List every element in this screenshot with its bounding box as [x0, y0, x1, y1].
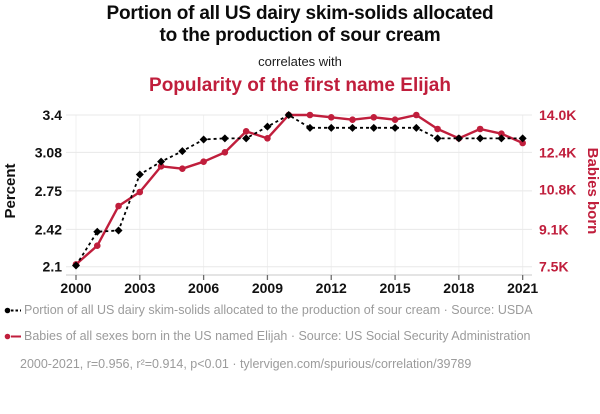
- right-y-tick-label: 10.8K: [539, 182, 576, 198]
- series-line-skim-solids: [75, 114, 523, 267]
- x-tick-label: 2009: [252, 280, 283, 296]
- red-solid-series-marker-icon: [4, 333, 21, 340]
- data-point-circle: [242, 128, 250, 135]
- correlates-with-text: correlates with: [258, 54, 342, 69]
- data-point-diamond: [263, 122, 272, 131]
- chart-title-line2: to the production of sour cream: [159, 25, 441, 46]
- legend-label-skim-solids: Portion of all US dairy skim-solids allo…: [24, 303, 533, 317]
- x-tick-label: 2012: [316, 280, 347, 296]
- data-point-diamond: [114, 226, 123, 235]
- data-point-diamond: [348, 123, 357, 132]
- chart-subtitle: Popularity of the first name Elijah: [149, 75, 451, 96]
- data-point-circle: [157, 163, 165, 170]
- data-point-diamond: [369, 123, 378, 132]
- left-y-tick-label: 2.1: [43, 259, 63, 275]
- data-point-diamond: [327, 123, 336, 132]
- data-point-diamond: [220, 134, 229, 143]
- data-point-diamond: [93, 227, 102, 236]
- right-y-tick-label: 12.4K: [539, 144, 576, 160]
- legend-item-elijah: Babies of all sexes born in the US named…: [4, 329, 584, 344]
- left-y-tick-label: 3.08: [35, 144, 62, 160]
- series-line-elijah: [75, 113, 524, 266]
- black-dashed-series-marker-icon: [4, 307, 21, 314]
- left-y-tick-label: 2.42: [35, 221, 62, 237]
- chart-header: Portion of all US dairy skim-solids allo…: [0, 3, 600, 97]
- legend-item-skim-solids: Portion of all US dairy skim-solids allo…: [4, 303, 584, 318]
- data-point-diamond: [157, 157, 166, 166]
- x-tick-label: 2015: [379, 280, 410, 296]
- data-point-diamond: [242, 134, 251, 143]
- data-point-diamond: [391, 123, 400, 132]
- chart-title-line1: Portion of all US dairy skim-solids allo…: [106, 3, 494, 24]
- right-axis-title: Babies born: [584, 148, 600, 235]
- chart-title: Portion of all US dairy skim-solids allo…: [0, 3, 600, 47]
- left-axis-title: Percent: [2, 163, 19, 218]
- data-point-diamond: [497, 134, 506, 143]
- x-tick-label: 2000: [60, 280, 91, 296]
- right-y-tick-label: 7.5K: [539, 259, 569, 275]
- data-point-circle: [434, 125, 441, 133]
- data-point-circle: [200, 158, 207, 165]
- data-point-diamond: [199, 135, 208, 144]
- legend-label-elijah: Babies of all sexes born in the US named…: [24, 329, 531, 343]
- data-point-circle: [370, 114, 378, 121]
- x-tick-label: 2006: [188, 280, 219, 296]
- x-tick-label: 2018: [443, 280, 474, 296]
- data-point-diamond: [135, 170, 144, 179]
- line-chart: 2000 2003 2006 2009 2012 2015 2018 2021 2.1 2.42 2…: [2, 107, 600, 296]
- right-y-tick-label: 14.0K: [539, 107, 576, 123]
- data-point-diamond: [518, 134, 527, 143]
- data-point-circle: [327, 114, 335, 121]
- data-point-diamond: [305, 123, 314, 132]
- data-point-diamond: [476, 134, 485, 143]
- left-y-tick-label: 2.75: [35, 183, 62, 199]
- data-point-diamond: [412, 123, 421, 132]
- data-point-circle: [413, 111, 420, 119]
- stats-footnote: 2000-2021, r=0.956, r²=0.914, p<0.01 · t…: [20, 357, 472, 371]
- data-point-circle: [519, 139, 526, 147]
- right-y-tick-label: 9.1K: [539, 221, 569, 237]
- x-tick-label: 2003: [124, 280, 155, 296]
- chart-legend: Portion of all US dairy skim-solids allo…: [4, 303, 584, 372]
- data-point-diamond: [284, 111, 293, 119]
- data-point-circle: [115, 202, 122, 210]
- data-point-circle: [221, 149, 229, 156]
- data-point-diamond: [178, 147, 187, 156]
- data-point-circle: [264, 135, 271, 142]
- data-point-diamond: [72, 261, 80, 270]
- data-point-circle: [476, 125, 484, 133]
- data-point-diamond: [433, 134, 442, 143]
- left-y-tick-label: 3.4: [43, 107, 63, 123]
- data-point-circle: [136, 188, 144, 196]
- data-point-circle: [179, 165, 186, 172]
- data-point-circle: [349, 116, 356, 123]
- data-point-circle: [306, 111, 314, 119]
- data-point-diamond: [454, 134, 463, 143]
- data-point-circle: [391, 116, 399, 123]
- data-point-circle: [93, 242, 101, 249]
- data-point-circle: [498, 130, 505, 137]
- x-tick-label: 2021: [507, 280, 538, 296]
